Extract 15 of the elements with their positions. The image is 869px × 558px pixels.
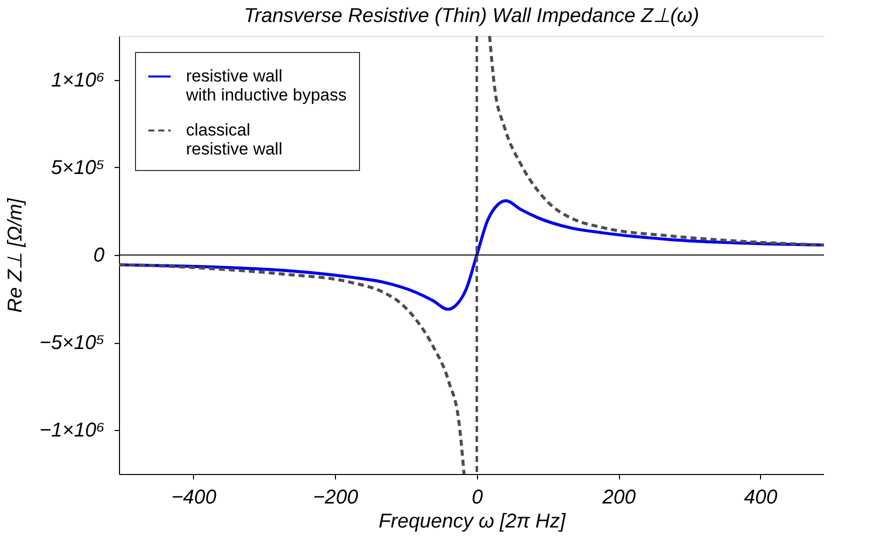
y-tick-label: 1×10⁶ [51, 69, 104, 92]
legend-label: resistive wall with inductive bypass [185, 66, 347, 104]
chart-title: Transverse Resistive (Thin) Wall Impedance Z⊥(ω) [244, 5, 700, 27]
x-tick-label: 400 [744, 486, 778, 508]
x-tick-label: −200 [313, 486, 358, 508]
x-axis-title: Frequency ω [2π Hz] [378, 510, 566, 532]
y-tick-label: −1×10⁶ [39, 420, 104, 442]
y-tick-label: −5×10⁵ [39, 332, 104, 354]
y-axis-title: Re Z⊥ [Ω/m] [4, 198, 26, 313]
y-tick-label: 0 [93, 244, 104, 266]
legend-label: classical resistive wall [186, 120, 282, 158]
x-tick-label: 200 [601, 486, 636, 508]
y-tick-label: 5×10⁵ [51, 156, 104, 179]
x-tick-label: −400 [171, 486, 216, 508]
x-tick-label: 0 [472, 486, 483, 508]
